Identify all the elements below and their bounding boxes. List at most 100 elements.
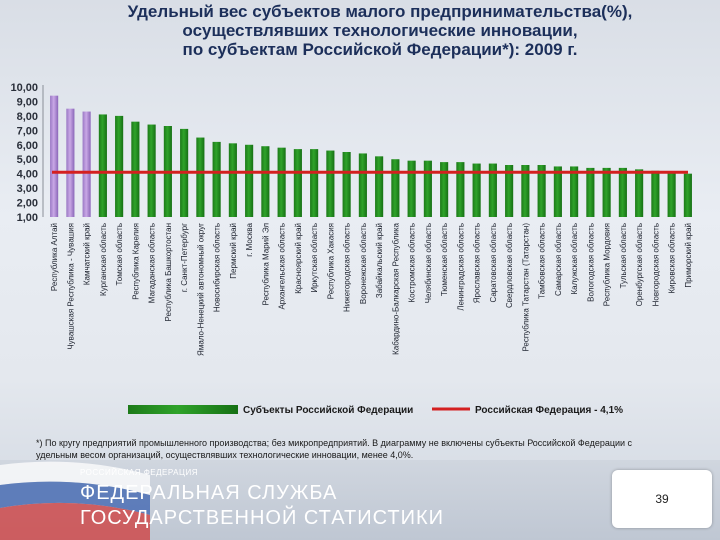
- category-label: Самарская область: [554, 223, 563, 296]
- y-tick-label: 3,00: [17, 183, 38, 195]
- bar: [212, 141, 221, 217]
- y-tick-label: 5,00: [17, 154, 38, 166]
- bar: [326, 150, 335, 217]
- y-tick-label: 1,00: [17, 212, 38, 224]
- bar-chart: 1,00 2,00 3,00 4,00 5,00 6,00 7,00 8,00 9,00 10,0…: [10, 82, 693, 416]
- category-label: Калужская область: [570, 223, 579, 295]
- category-label: Республика Марий Эл: [261, 223, 270, 306]
- bar: [488, 163, 497, 217]
- category-label: Республика Хакасия: [326, 223, 335, 299]
- category-label: Республика Мордовия: [603, 223, 612, 306]
- bar: [261, 146, 270, 217]
- bar: [456, 162, 465, 217]
- y-tick-label: 6,00: [17, 140, 38, 152]
- category-label: Кабардино-Балкарская Республика: [391, 222, 400, 354]
- bar: [683, 173, 692, 217]
- category-label: Томская область: [115, 223, 124, 286]
- category-label: Нижегородская область: [343, 223, 352, 312]
- bar: [472, 163, 481, 217]
- bar: [342, 152, 351, 217]
- bar: [98, 114, 107, 217]
- bar: [553, 166, 562, 217]
- branding-line-1: ФЕДЕРАЛЬНАЯ СЛУЖБА: [80, 482, 338, 504]
- flag-graphic: [0, 461, 150, 540]
- bar: [131, 121, 140, 217]
- bar: [423, 160, 432, 217]
- category-label: Приморский край: [684, 223, 693, 288]
- legend-bar-swatch: [128, 405, 238, 414]
- y-tick-label: 7,00: [17, 125, 38, 137]
- highlighted-bar: [66, 108, 75, 217]
- category-label: Новгородская область: [651, 223, 660, 306]
- bar: [277, 147, 286, 217]
- bar: [228, 143, 237, 217]
- bar: [245, 144, 254, 217]
- category-label: Ямало-Ненецкий автономный округ: [196, 223, 205, 356]
- bar: [196, 137, 205, 217]
- y-tick-label: 2,00: [17, 198, 38, 210]
- bar: [570, 166, 579, 217]
- title-line-2: осуществлявших технологические инновации…: [182, 21, 578, 40]
- footnote: *) По кругу предприятий промышленного пр…: [36, 438, 633, 460]
- category-label: Магаданская область: [148, 223, 157, 303]
- bar: [505, 165, 514, 217]
- bar: [293, 149, 302, 217]
- category-label: Республика Башкортостан: [164, 223, 173, 321]
- category-label: Кировская область: [668, 223, 677, 294]
- category-label: Республика Алтай: [50, 223, 59, 291]
- bar: [407, 160, 416, 217]
- category-label: Тамбовская область: [538, 223, 547, 299]
- category-label: Республика Татарстан (Татарстан): [521, 223, 530, 352]
- bar: [618, 167, 627, 217]
- y-tick-label: 4,00: [17, 169, 38, 181]
- category-label: Архангельская область: [278, 223, 287, 310]
- category-label: Оренбургская область: [635, 223, 644, 306]
- category-label: Ярославская область: [473, 223, 482, 303]
- category-label: Воронежская область: [359, 223, 368, 304]
- category-label: Тюменская область: [440, 223, 449, 296]
- category-label: Костромская область: [408, 223, 417, 302]
- category-label: Новосибирская область: [213, 223, 222, 312]
- bar: [667, 172, 676, 217]
- category-label: Саратовская область: [489, 223, 498, 303]
- bar: [635, 169, 644, 217]
- page-number: 39: [612, 470, 712, 528]
- bar: [537, 165, 546, 217]
- category-label: Челябинская область: [424, 223, 433, 303]
- category-label: Пермский край: [229, 223, 238, 279]
- bar: [521, 165, 530, 217]
- category-label: Чувашская Республика - Чувашия: [66, 223, 75, 350]
- highlighted-bar: [82, 111, 91, 217]
- category-label: Республика Карелия: [131, 223, 140, 300]
- y-tick-label: 8,00: [17, 111, 38, 123]
- category-label: Забайкальский край: [375, 223, 384, 298]
- category-label: Свердловская область: [505, 223, 514, 308]
- bar: [391, 159, 400, 217]
- category-label: Иркутская область: [310, 223, 319, 293]
- bar: [375, 156, 384, 217]
- bar: [586, 167, 595, 217]
- highlighted-bar: [50, 95, 59, 217]
- category-label: Камчатский край: [83, 223, 92, 285]
- title-line-1: Удельный вес субъектов малого предприним…: [127, 2, 633, 21]
- bar: [602, 167, 611, 217]
- category-label: Красноярский край: [294, 223, 303, 294]
- bar: [310, 149, 319, 217]
- category-label: г. Москва: [245, 222, 254, 256]
- bar: [115, 115, 124, 217]
- category-label: Курганская область: [99, 223, 108, 296]
- branding-footer: РОССИЙСКАЯ ФЕДЕРАЦИЯ ФЕДЕРАЛЬНАЯ СЛУЖБА …: [0, 460, 720, 540]
- legend-bar-label: Субъекты Российской Федерации: [243, 404, 413, 416]
- bar: [651, 170, 660, 217]
- bar: [358, 153, 367, 217]
- category-label: Ленинградская область: [456, 223, 465, 311]
- title-line-3: по субъектам Российской Федерации*): 200…: [182, 40, 578, 59]
- branding-line-2: ГОСУДАРСТВЕННОЙ СТАТИСТИКИ: [80, 507, 444, 529]
- y-tick-label: 10,00: [10, 82, 38, 94]
- chart-title: Удельный вес субъектов малого предприним…: [40, 2, 720, 59]
- branding-top: РОССИЙСКАЯ ФЕДЕРАЦИЯ: [80, 468, 198, 477]
- y-tick-label: 9,00: [17, 96, 38, 108]
- bar: [440, 162, 449, 217]
- category-label: Вологодская область: [586, 223, 595, 302]
- legend-line-label: Российская Федерация - 4,1%: [475, 405, 623, 416]
